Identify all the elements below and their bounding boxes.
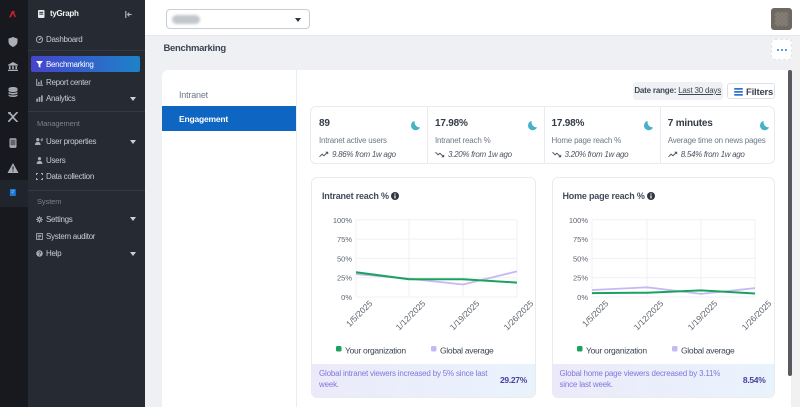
svg-text:75%: 75% [572, 235, 587, 244]
svg-text:0%: 0% [341, 293, 352, 302]
svg-text:1/12/2025: 1/12/2025 [631, 298, 665, 332]
svg-text:Global average: Global average [440, 346, 494, 356]
svg-text:25%: 25% [337, 274, 352, 283]
svg-text:1/5/2025: 1/5/2025 [344, 298, 375, 329]
svg-text:0%: 0% [577, 293, 588, 302]
svg-text:100%: 100% [333, 216, 353, 225]
svg-text:75%: 75% [337, 235, 352, 244]
svg-text:Your organization: Your organization [586, 346, 647, 356]
svg-text:?: ? [38, 251, 41, 257]
svg-text:50%: 50% [337, 254, 352, 263]
svg-text:1/5/2025: 1/5/2025 [579, 298, 610, 329]
svg-text:1/26/2025: 1/26/2025 [502, 298, 535, 332]
svg-text:Global average: Global average [681, 346, 735, 356]
svg-text:1/19/2025: 1/19/2025 [448, 298, 482, 332]
svg-text:1/26/2025: 1/26/2025 [739, 298, 773, 332]
svg-text:Your organization: Your organization [345, 346, 406, 356]
svg-text:25%: 25% [572, 274, 587, 283]
svg-text:1/12/2025: 1/12/2025 [394, 298, 428, 332]
svg-text:1/19/2025: 1/19/2025 [685, 298, 719, 332]
svg-text:50%: 50% [572, 254, 587, 263]
svg-text:100%: 100% [568, 216, 588, 225]
